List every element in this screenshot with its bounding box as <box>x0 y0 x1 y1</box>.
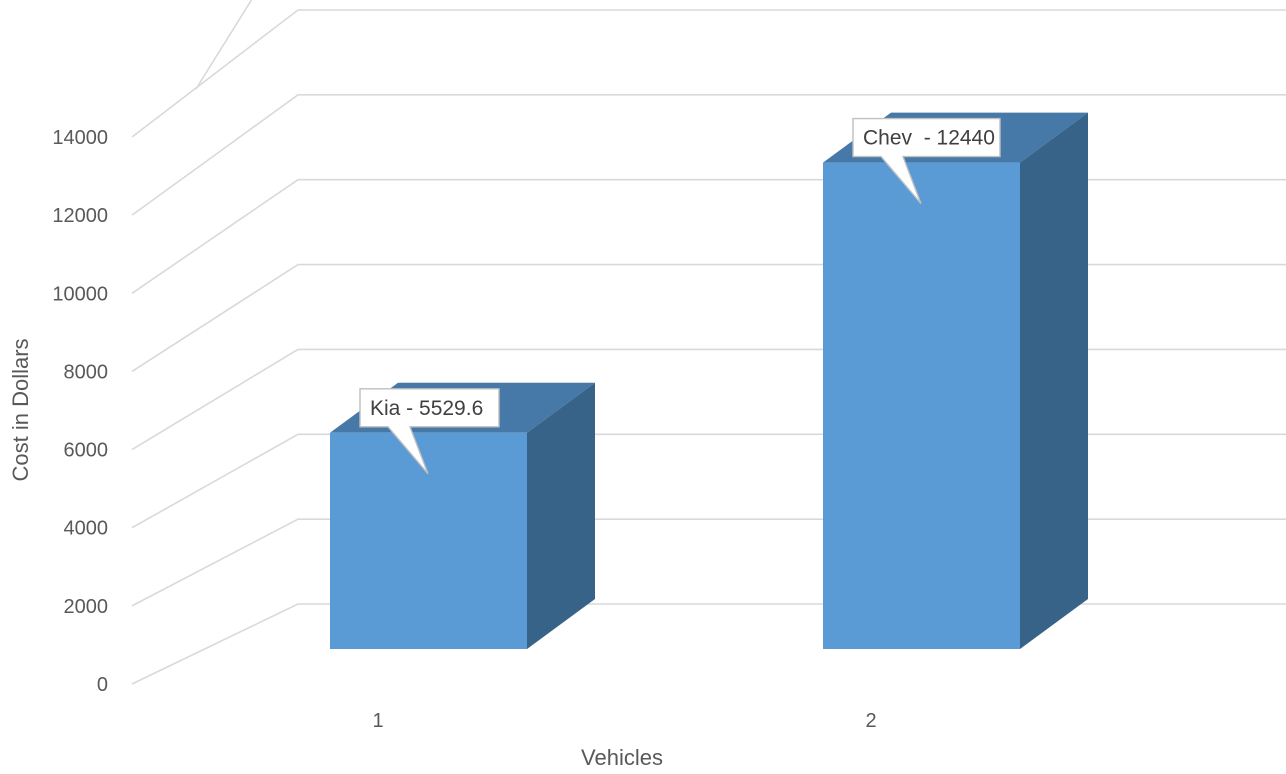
bars <box>330 112 1088 649</box>
y-tick-label: 2000 <box>64 596 109 618</box>
bar-side <box>1020 112 1088 649</box>
gridline <box>131 9 1286 138</box>
y-tick-label: 6000 <box>64 440 109 462</box>
gridline <box>131 178 1286 294</box>
gridlines <box>131 0 1286 685</box>
y-tick-label: 14000 <box>52 127 108 149</box>
y-tick-label: 4000 <box>64 518 109 540</box>
data-label: Chev - 12440 <box>863 127 995 150</box>
y-axis-ticks: 0 2000 4000 6000 8000 10000 12000 14000 <box>52 127 108 696</box>
gridline <box>195 0 253 90</box>
data-labels: Kia - 5529.6 Chev - 12440 <box>359 117 1001 475</box>
gridline <box>131 603 1286 685</box>
bar-side <box>527 382 595 649</box>
gridline <box>131 433 1286 529</box>
bar <box>330 432 527 649</box>
x-axis-title: Vehicles <box>581 745 663 770</box>
y-axis-title: Cost in Dollars <box>8 338 33 481</box>
x-tick-label: 1 <box>372 710 383 732</box>
gridline <box>131 94 1286 216</box>
y-tick-label: 12000 <box>52 205 108 227</box>
data-label: Kia - 5529.6 <box>370 397 483 420</box>
y-tick-label: 10000 <box>52 283 108 305</box>
gridline <box>131 518 1286 607</box>
bar <box>823 162 1020 649</box>
y-tick-label: 0 <box>97 674 108 696</box>
data-label-callout <box>852 117 1001 205</box>
x-tick-label: 2 <box>865 710 876 732</box>
data-label-callout <box>359 388 500 475</box>
gridline <box>131 263 1286 373</box>
y-tick-label: 8000 <box>64 361 109 383</box>
